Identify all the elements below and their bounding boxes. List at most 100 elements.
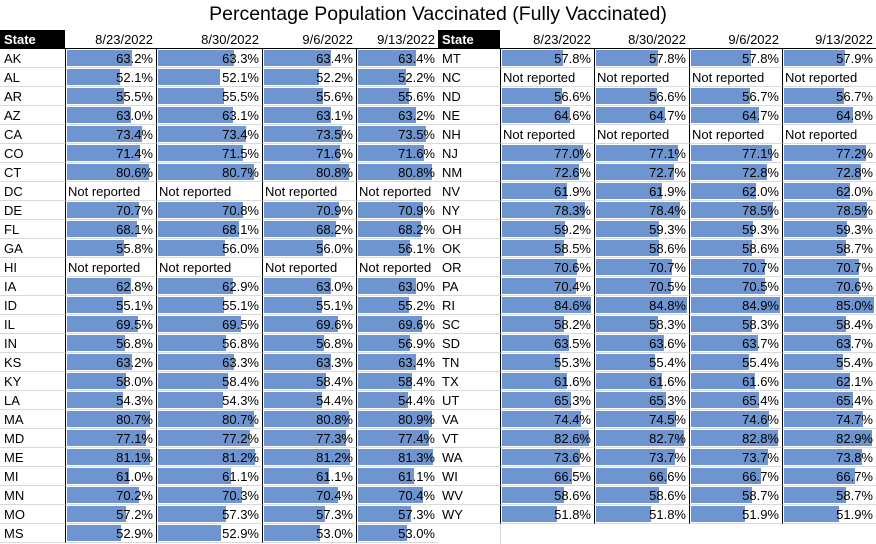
data-bar (67, 373, 127, 389)
data-label: 54.3% (116, 393, 153, 408)
value-cell: 70.5% (594, 277, 689, 296)
state-label: SD (438, 334, 500, 353)
data-bar (784, 392, 854, 408)
data-label: 63.2% (116, 51, 153, 66)
value-cell: Not reported (356, 182, 438, 201)
data-bar (502, 430, 590, 446)
data-label: 58.4% (398, 374, 435, 389)
value-cell: 70.8% (156, 201, 262, 220)
data-label: 77.1% (649, 146, 686, 161)
data-bar (784, 107, 853, 123)
data-bar (784, 278, 859, 294)
data-bar (784, 430, 872, 446)
value-cell: 70.9% (262, 201, 356, 220)
data-label: 63.2% (116, 355, 153, 370)
data-bar (158, 506, 227, 522)
data-bar (358, 202, 424, 218)
value-cell: 58.6% (500, 486, 594, 505)
data-bar (67, 449, 150, 465)
value-cell: 61.0% (65, 467, 156, 486)
data-bar (264, 69, 320, 85)
data-label: 63.3% (222, 51, 259, 66)
value-cell: 69.5% (156, 315, 262, 334)
data-bar (358, 506, 411, 522)
value-cell: 70.4% (262, 486, 356, 505)
data-label: 62.1% (836, 374, 873, 389)
data-bar (358, 373, 412, 389)
data-label: 57.8% (554, 51, 591, 66)
value-cell: 56.0% (262, 239, 356, 258)
value-cell: Not reported (594, 125, 689, 144)
state-label: PA (438, 277, 500, 296)
data-label: 65.4% (742, 393, 779, 408)
value-cell: 62.0% (689, 182, 782, 201)
not-reported-label: Not reported (159, 260, 232, 275)
not-reported-label: Not reported (597, 70, 670, 85)
data-bar (67, 335, 126, 351)
data-bar (784, 183, 850, 199)
data-label: 53.0% (316, 526, 353, 541)
value-cell: 63.6% (594, 334, 689, 353)
data-label: 61.1% (222, 469, 259, 484)
value-cell: 56.6% (594, 87, 689, 106)
data-bar (502, 354, 561, 370)
state-label: GA (0, 239, 65, 258)
data-bar (502, 449, 580, 465)
state-label: AK (0, 49, 65, 68)
data-label: 69.5% (222, 317, 259, 332)
data-bar (67, 126, 143, 142)
data-bar (358, 164, 433, 180)
state-label: FL (0, 220, 65, 239)
value-cell: 61.1% (356, 467, 438, 486)
data-bar (691, 506, 746, 522)
data-label: 63.1% (222, 108, 259, 123)
value-cell: 78.5% (782, 201, 876, 220)
value-cell: 77.2% (782, 144, 876, 163)
data-label: 63.6% (649, 336, 686, 351)
data-label: 56.9% (398, 336, 435, 351)
data-bar (784, 202, 867, 218)
data-bar (691, 164, 768, 180)
value-cell: 74.5% (594, 410, 689, 429)
data-label: 70.4% (554, 279, 591, 294)
value-cell: 77.1% (689, 144, 782, 163)
data-label: 51.9% (836, 507, 873, 522)
data-label: 72.8% (836, 165, 873, 180)
data-bar (264, 430, 346, 446)
state-label: MS (0, 524, 65, 543)
value-cell: 69.6% (262, 315, 356, 334)
data-bar (67, 164, 150, 180)
value-cell: 73.6% (500, 448, 594, 467)
data-label: 70.7% (836, 260, 873, 275)
value-cell: Not reported (156, 182, 262, 201)
data-label: 70.7% (116, 203, 153, 218)
data-label: 55.4% (742, 355, 779, 370)
data-label: 78.5% (742, 203, 779, 218)
data-bar (264, 145, 340, 161)
value-cell: 58.4% (156, 372, 262, 391)
data-bar (502, 392, 572, 408)
data-bar (158, 373, 228, 389)
data-label: 51.9% (742, 507, 779, 522)
value-cell: Not reported (262, 182, 356, 201)
data-label: 56.6% (649, 89, 686, 104)
data-bar (691, 335, 758, 351)
state-label: MT (438, 49, 500, 68)
value-cell: 55.1% (156, 296, 262, 315)
value-cell: Not reported (782, 125, 876, 144)
data-bar (358, 240, 410, 256)
state-label: AR (0, 87, 65, 106)
data-label: 73.7% (742, 450, 779, 465)
data-bar (158, 107, 234, 123)
value-cell: 52.2% (262, 68, 356, 87)
data-bar (358, 88, 410, 104)
data-label: 53.0% (398, 526, 435, 541)
data-label: 84.9% (742, 298, 779, 313)
data-label: 80.7% (222, 412, 259, 427)
value-cell: 55.4% (782, 353, 876, 372)
value-cell: 63.4% (356, 353, 438, 372)
value-cell: 68.2% (262, 220, 356, 239)
value-cell: 72.6% (500, 163, 594, 182)
data-bar (691, 297, 780, 313)
value-cell: 65.4% (689, 391, 782, 410)
